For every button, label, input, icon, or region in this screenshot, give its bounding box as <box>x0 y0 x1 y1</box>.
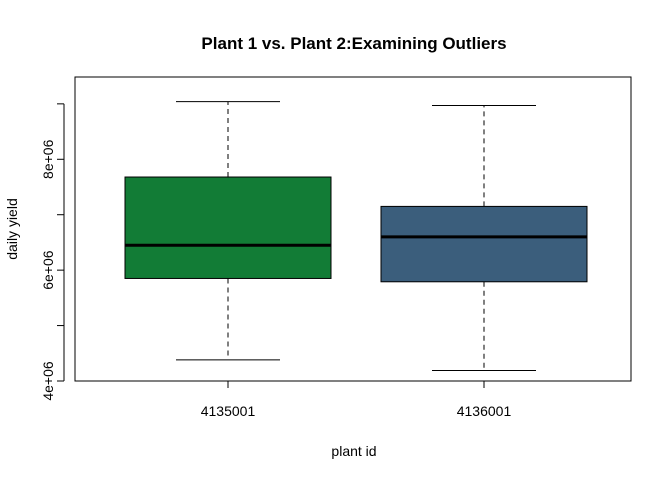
x-tick-label: 4135001 <box>201 403 256 419</box>
chart-marks: 4e+06 6e+06 8e+06 4135001 4136001 <box>40 101 588 419</box>
plot-frame <box>74 76 632 382</box>
y-tick-label: 6e+06 <box>40 250 56 290</box>
x-axis-label: plant id <box>331 443 376 459</box>
box-4136001 <box>380 205 588 283</box>
box-4135001 <box>124 176 332 279</box>
chart-title: Plant 1 vs. Plant 2:Examining Outliers <box>201 34 506 53</box>
y-tick-label: 4e+06 <box>40 361 56 401</box>
y-tick-label: 8e+06 <box>40 139 56 179</box>
y-axis-label: daily yield <box>4 198 20 259</box>
x-tick-label: 4136001 <box>457 403 512 419</box>
